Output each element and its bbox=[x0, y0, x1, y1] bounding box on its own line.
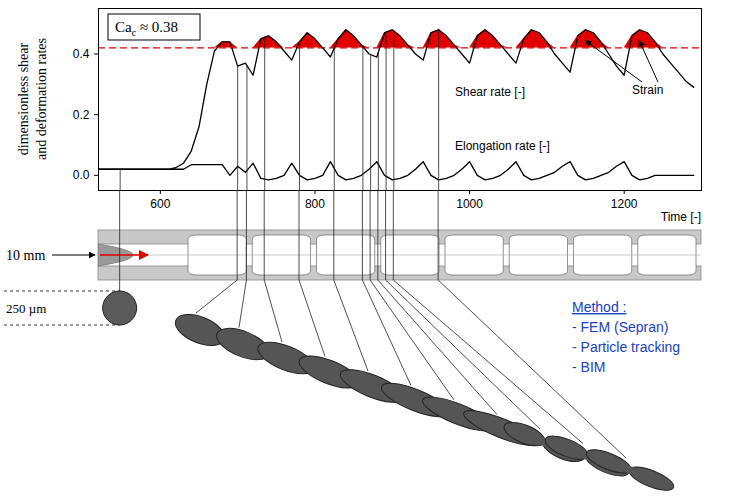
svg-text:- FEM (Sepran): - FEM (Sepran) bbox=[572, 319, 668, 335]
svg-text:250 µm: 250 µm bbox=[6, 301, 46, 316]
svg-text:Shear rate [-]: Shear rate [-] bbox=[455, 85, 525, 99]
svg-text:0.4: 0.4 bbox=[73, 47, 90, 61]
svg-text:Strain: Strain bbox=[632, 83, 663, 97]
svg-text:600: 600 bbox=[150, 197, 170, 211]
svg-text:- Particle tracking: - Particle tracking bbox=[572, 339, 680, 355]
svg-text:1000: 1000 bbox=[456, 197, 483, 211]
svg-text:10 mm: 10 mm bbox=[6, 248, 45, 263]
svg-text:and deformation rates: and deformation rates bbox=[34, 38, 49, 160]
svg-text:Cac ≈ 0.38: Cac ≈ 0.38 bbox=[115, 19, 178, 38]
svg-text:0.2: 0.2 bbox=[73, 108, 90, 122]
svg-text:Elongation rate [-]: Elongation rate [-] bbox=[455, 139, 550, 153]
svg-text:1200: 1200 bbox=[611, 197, 638, 211]
svg-text:Method :: Method : bbox=[572, 299, 626, 315]
svg-text:800: 800 bbox=[305, 197, 325, 211]
svg-text:- BIM: - BIM bbox=[572, 359, 605, 375]
svg-text:0.0: 0.0 bbox=[73, 168, 90, 182]
svg-text:dimensionless shear: dimensionless shear bbox=[16, 42, 31, 155]
svg-text:Time [-]: Time [-] bbox=[661, 210, 701, 224]
